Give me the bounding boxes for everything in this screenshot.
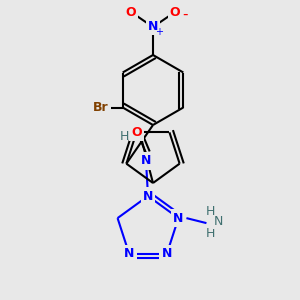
Text: N: N <box>162 248 172 260</box>
Text: O: O <box>126 5 136 19</box>
Text: N: N <box>124 248 134 260</box>
Text: -: - <box>182 7 188 22</box>
Text: N: N <box>173 212 184 225</box>
Text: +: + <box>155 27 163 37</box>
Text: H: H <box>119 130 129 142</box>
Text: N: N <box>141 154 151 167</box>
Text: N: N <box>143 190 153 202</box>
Text: N: N <box>148 20 158 34</box>
Text: H: H <box>206 205 215 218</box>
Text: N: N <box>214 214 223 228</box>
Text: Br: Br <box>93 101 109 114</box>
Text: O: O <box>170 5 180 19</box>
Text: O: O <box>131 126 142 139</box>
Text: H: H <box>206 226 215 240</box>
